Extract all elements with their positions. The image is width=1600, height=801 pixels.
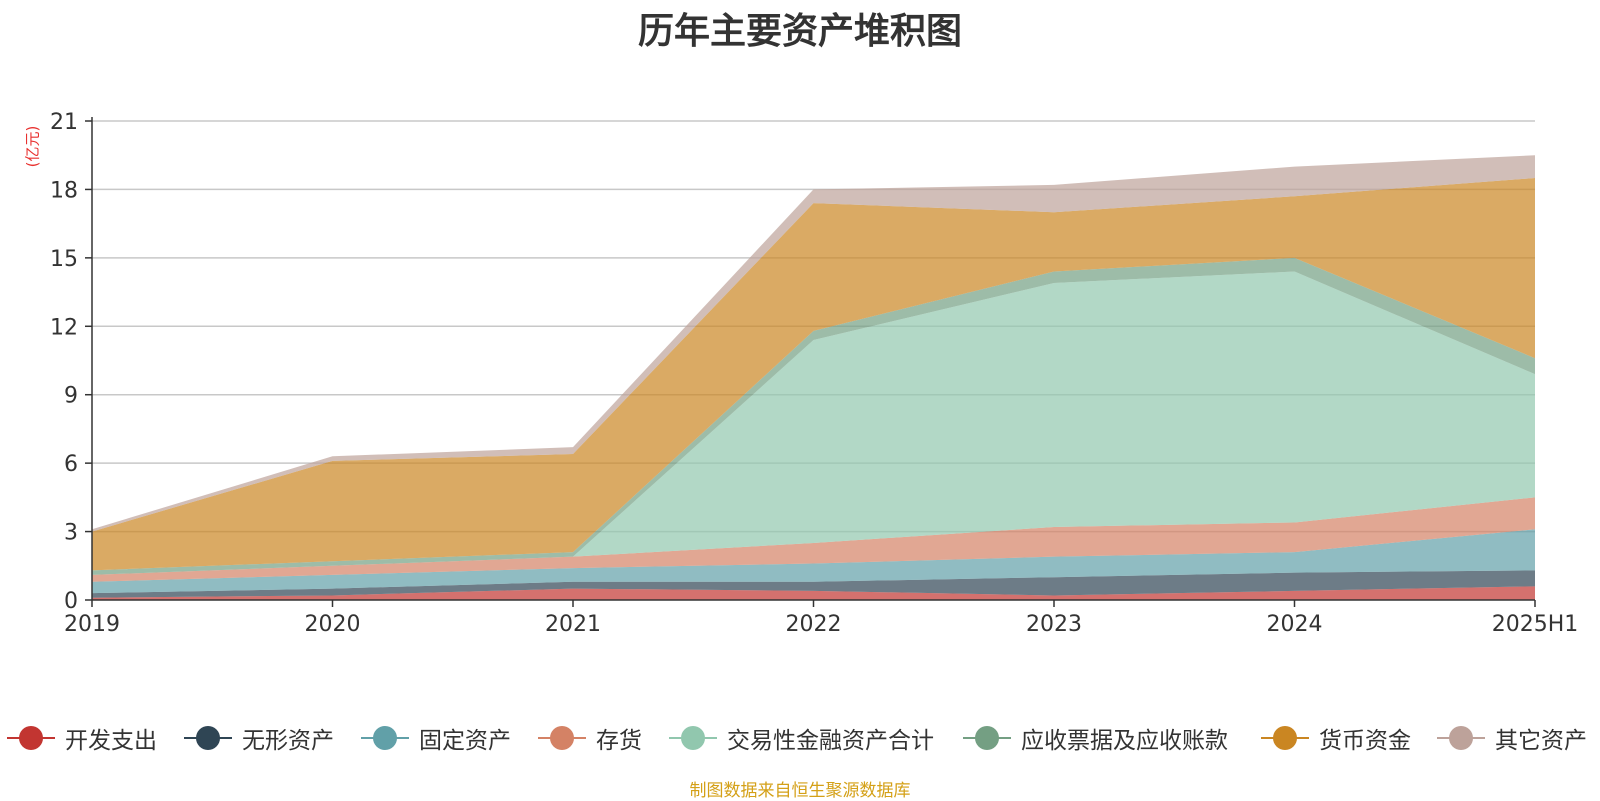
source-note: 制图数据来自恒生聚源数据库: [689, 781, 911, 801]
area-series-layer: [92, 155, 1535, 600]
x-tick-label: 2019: [64, 612, 120, 637]
x-tick-label: 2024: [1267, 612, 1323, 637]
y-tick-label: 18: [50, 178, 78, 203]
area-series-1: [92, 570, 1535, 598]
legend-marker-icon: [963, 726, 1011, 750]
legend-label: 应收票据及应收账款: [1021, 728, 1228, 754]
x-tick-label: 2020: [305, 612, 361, 637]
legend-item[interactable]: 存货: [538, 716, 642, 760]
legend-label: 货币资金: [1319, 728, 1411, 754]
legend-label: 无形资产: [242, 728, 334, 754]
legend-marker-icon: [1261, 726, 1309, 750]
legend-item[interactable]: 开发支出: [7, 716, 157, 760]
x-tick-label: 2022: [786, 612, 842, 637]
y-tick-label: 15: [50, 247, 78, 272]
area-series-0: [92, 586, 1535, 600]
area-series-2: [92, 529, 1535, 594]
legend-label: 其它资产: [1495, 728, 1587, 754]
stacked-area-chart: 0 3 6 9 12 15 18 21 2019 2020 2021 2022 2023 2024 2025…: [50, 110, 1578, 637]
y-tick-label: 21: [50, 110, 78, 135]
axes: 0 3 6 9 12 15 18 21 2019 2020 2021 2022 2023 2024 2025…: [50, 110, 1578, 637]
legend-marker-icon: [538, 726, 586, 750]
legend-marker-icon: [669, 726, 717, 750]
y-tick-label: 3: [64, 521, 78, 546]
x-tick-label: 2025H1: [1492, 612, 1579, 637]
legend-marker-icon: [1437, 726, 1485, 750]
y-tick-label: 12: [50, 315, 78, 340]
x-tick-label: 2021: [545, 612, 601, 637]
y-tick-label: 6: [64, 452, 78, 477]
y-tick-label: 9: [64, 384, 78, 409]
legend-label: 固定资产: [419, 728, 511, 754]
legend-marker-icon: [7, 726, 55, 750]
y-tick-label: 0: [64, 589, 78, 614]
area-series-6: [92, 178, 1535, 571]
legend-item[interactable]: 交易性金融资产合计: [669, 716, 934, 760]
area-series-4: [92, 271, 1535, 575]
legend-label: 开发支出: [65, 728, 157, 754]
legend-item[interactable]: 无形资产: [184, 716, 334, 760]
chart-title: 历年主要资产堆积图: [637, 11, 962, 52]
legend-item[interactable]: 应收票据及应收账款: [963, 716, 1228, 760]
legend-item[interactable]: 货币资金: [1261, 716, 1411, 760]
x-tick-label: 2023: [1026, 612, 1082, 637]
legend-marker-icon: [361, 726, 409, 750]
legend-item[interactable]: 固定资产: [361, 716, 511, 760]
legend-item[interactable]: 其它资产: [1437, 716, 1587, 760]
legend-label: 存货: [596, 728, 642, 754]
area-series-3: [92, 497, 1535, 582]
legend-label: 交易性金融资产合计: [727, 728, 934, 754]
legend-marker-icon: [184, 726, 232, 750]
legend: 开发支出 无形资产 固定资产 存货 交易性金融资产合计 应收票据及应收账款 货币资金 其它资产: [0, 716, 1600, 760]
